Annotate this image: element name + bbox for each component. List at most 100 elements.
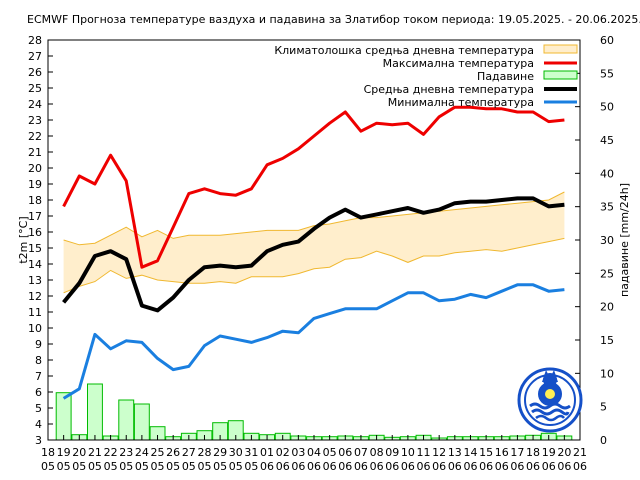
y-tick-label: 23 — [28, 114, 42, 127]
precip-bar — [55, 392, 72, 441]
x-tick-day: 29 — [213, 446, 227, 459]
x-tick-month: 06 — [526, 460, 540, 473]
climate-band-lower-edge — [63, 237, 565, 294]
x-tick-month: 05 — [88, 460, 102, 473]
x-tick-month: 06 — [370, 460, 384, 473]
x-tick-month: 05 — [72, 460, 86, 473]
y2-tick-label: 20 — [600, 301, 614, 314]
x-tick-day: 10 — [401, 446, 415, 459]
x-axis-ticks: 1805190520052105220523052405250526052705… — [41, 435, 587, 473]
x-tick-day: 19 — [57, 446, 71, 459]
y-tick-label: 18 — [28, 194, 42, 207]
y-tick-label: 9 — [35, 338, 42, 351]
x-tick-month: 05 — [41, 460, 55, 473]
y-tick-label: 15 — [28, 242, 42, 255]
x-tick-day: 02 — [276, 446, 290, 459]
x-tick-day: 13 — [448, 446, 462, 459]
x-tick-month: 06 — [401, 460, 415, 473]
left-y-axis-ticks: 3 4 5 6 7 8 9 10 11 12 13 14 15 16 17 18 19 20 21 22 23 24 25 2… — [28, 34, 53, 447]
y-axis-label: t2m [°C] — [17, 216, 30, 263]
legend-swatch-precip — [543, 70, 578, 80]
y-tick-label: 13 — [28, 274, 42, 287]
x-tick-month: 06 — [323, 460, 337, 473]
x-tick-month: 06 — [573, 460, 587, 473]
x-tick-day: 20 — [557, 446, 571, 459]
x-tick-month: 05 — [182, 460, 196, 473]
x-tick-day: 11 — [417, 446, 431, 459]
legend-label-precip: Падавине — [477, 70, 534, 83]
legend-label-max: Максимална температура — [383, 57, 534, 70]
x-tick-month: 06 — [291, 460, 305, 473]
x-tick-month: 05 — [104, 460, 118, 473]
x-tick-day: 15 — [479, 446, 493, 459]
x-tick-month: 05 — [119, 460, 133, 473]
x-tick-month: 05 — [213, 460, 227, 473]
x-tick-month: 06 — [260, 460, 274, 473]
y2-axis-label: падавине [mm/24h] — [618, 183, 631, 297]
y-tick-label: 22 — [28, 130, 42, 143]
x-tick-month: 05 — [57, 460, 71, 473]
y2-tick-label: 0 — [600, 434, 607, 447]
x-tick-day: 24 — [135, 446, 149, 459]
y-tick-label: 20 — [28, 162, 42, 175]
x-tick-day: 26 — [166, 446, 180, 459]
rhmz-logo — [517, 367, 583, 433]
y-tick-label: 24 — [28, 98, 42, 111]
legend-label-min: Минимална температура — [388, 96, 534, 109]
x-tick-month: 05 — [244, 460, 258, 473]
y-tick-label: 11 — [28, 306, 42, 319]
y-tick-label: 3 — [35, 434, 42, 447]
x-tick-day: 25 — [151, 446, 165, 459]
y2-tick-label: 15 — [600, 334, 614, 347]
series-line-mean — [62, 196, 565, 313]
precipitation-bars-layer — [55, 383, 573, 441]
x-tick-month: 06 — [276, 460, 290, 473]
x-tick-day: 09 — [385, 446, 399, 459]
x-tick-month: 05 — [229, 460, 243, 473]
x-tick-day: 20 — [72, 446, 86, 459]
y2-tick-label: 60 — [600, 34, 614, 47]
x-tick-day: 30 — [229, 446, 243, 459]
y2-tick-label: 5 — [600, 401, 607, 414]
precip-bar — [133, 403, 150, 441]
y2-tick-label: 25 — [600, 267, 614, 280]
y2-tick-label: 50 — [600, 101, 614, 114]
x-tick-day: 18 — [41, 446, 55, 459]
y-tick-label: 26 — [28, 66, 42, 79]
series-line-max — [62, 105, 565, 269]
y-tick-label: 7 — [35, 370, 42, 383]
climate-band-upper-edge — [63, 191, 565, 246]
series-line-min — [62, 283, 565, 400]
x-tick-day: 16 — [495, 446, 509, 459]
x-tick-month: 05 — [135, 460, 149, 473]
x-tick-day: 14 — [463, 446, 477, 459]
x-tick-day: 31 — [244, 446, 258, 459]
legend-swatch-climate — [543, 44, 578, 54]
y2-tick-label: 30 — [600, 234, 614, 247]
y2-tick-label: 35 — [600, 201, 614, 214]
legend-label-climate: Климатолошка средња дневна температура — [274, 44, 534, 57]
y-tick-label: 12 — [28, 290, 42, 303]
y2-tick-label: 40 — [600, 167, 614, 180]
x-tick-day: 01 — [260, 446, 274, 459]
x-tick-month: 06 — [448, 460, 462, 473]
x-tick-month: 06 — [338, 460, 352, 473]
y-tick-label: 5 — [35, 402, 42, 415]
x-tick-month: 06 — [542, 460, 556, 473]
y-tick-label: 8 — [35, 354, 42, 367]
y2-tick-label: 55 — [600, 67, 614, 80]
x-tick-day: 19 — [542, 446, 556, 459]
x-tick-month: 05 — [166, 460, 180, 473]
x-tick-day: 07 — [354, 446, 368, 459]
climate-band-layer — [63, 191, 565, 294]
x-tick-month: 06 — [510, 460, 524, 473]
x-tick-day: 12 — [432, 446, 446, 459]
y2-tick-label: 10 — [600, 367, 614, 380]
precip-bar — [118, 399, 135, 441]
legend: Климатолошка средња дневна температура М… — [274, 44, 578, 109]
precip-bar — [87, 383, 103, 441]
x-tick-month: 05 — [151, 460, 165, 473]
y-tick-label: 27 — [28, 50, 42, 63]
y-tick-label: 6 — [35, 386, 42, 399]
